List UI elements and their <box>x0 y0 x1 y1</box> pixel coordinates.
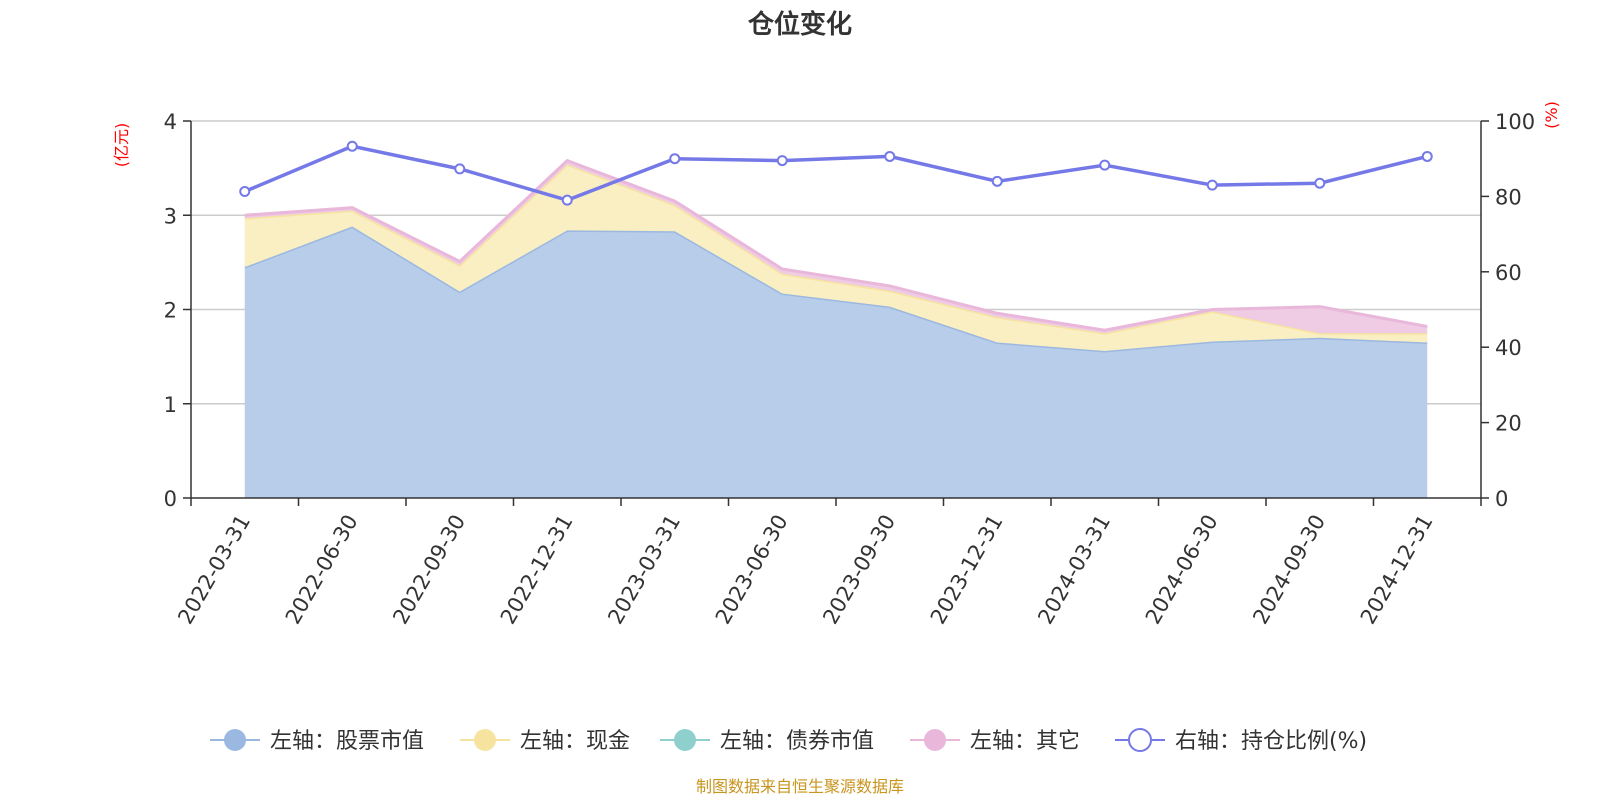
x-axis-tick-label: 2024-12-31 <box>1356 511 1438 629</box>
ratio-point[interactable] <box>239 185 251 197</box>
x-axis-tick-label: 2023-09-30 <box>818 511 900 629</box>
ratio-point[interactable] <box>1206 179 1218 191</box>
ratio-point[interactable] <box>454 163 466 175</box>
right-axis-tick-label: 0 <box>1495 487 1508 511</box>
right-axis-tick-label: 80 <box>1495 185 1522 209</box>
ratio-line <box>244 144 1428 203</box>
stacked-areas <box>244 158 1428 498</box>
ratio-point[interactable] <box>884 150 896 162</box>
area-左轴：其它 <box>244 160 1428 334</box>
ratio-point[interactable] <box>1314 177 1326 189</box>
legend[interactable]: 左轴：股票市值 左轴：现金 左轴：债券市值 左轴：其它 右轴：持仓比例(%) <box>210 728 1367 754</box>
legend-marker[interactable] <box>474 729 496 751</box>
legend-label[interactable]: 左轴：债券市值 <box>720 729 874 754</box>
ratio-point[interactable] <box>1421 150 1433 162</box>
x-axis-tick-label: 2023-06-30 <box>711 511 793 629</box>
ratio-point[interactable] <box>346 140 358 152</box>
legend-marker[interactable] <box>1128 728 1152 752</box>
x-axis-tick-label: 2024-06-30 <box>1141 511 1223 629</box>
left-axis-unit: (亿元) <box>112 123 131 168</box>
legend-label[interactable]: 左轴：其它 <box>970 729 1080 754</box>
legend-label[interactable]: 左轴：现金 <box>520 729 630 754</box>
right-axis-tick-label: 60 <box>1495 261 1522 285</box>
ratio-point[interactable] <box>561 194 573 206</box>
x-axis-tick-label: 2022-06-30 <box>281 511 363 629</box>
left-axis-tick-label: 0 <box>164 487 177 511</box>
area-左轴：股票市值 <box>244 226 1428 498</box>
right-axis-tick-label: 100 <box>1495 110 1535 134</box>
left-axis-tick-label: 3 <box>164 204 177 228</box>
ratio-point[interactable] <box>669 153 681 165</box>
left-axis-tick-label: 2 <box>164 299 177 323</box>
x-axis-tick-label: 2023-12-31 <box>926 511 1008 629</box>
right-axis-tick-label: 20 <box>1495 412 1522 436</box>
series-line-左轴：其它 <box>244 158 1428 332</box>
legend-marker[interactable] <box>224 729 246 751</box>
ratio-point[interactable] <box>1099 159 1111 171</box>
position-ratio-series <box>239 140 1433 206</box>
ratio-point[interactable] <box>776 155 788 167</box>
right-axis-unit: (%) <box>1542 101 1561 129</box>
series-line-左轴：现金 <box>244 162 1428 335</box>
x-axis-tick-label: 2022-03-31 <box>173 511 255 629</box>
x-axis-tick-label: 2022-09-30 <box>388 511 470 629</box>
x-axis-tick-label: 2022-12-31 <box>496 511 578 629</box>
x-axis-tick-label: 2024-03-31 <box>1033 511 1115 629</box>
legend-label[interactable]: 右轴：持仓比例(%) <box>1175 729 1367 754</box>
legend-label[interactable]: 左轴：股票市值 <box>270 729 424 754</box>
legend-marker[interactable] <box>924 729 946 751</box>
area-左轴：现金 <box>244 164 1428 351</box>
ratio-point[interactable] <box>991 175 1003 187</box>
chart-title: 仓位变化 <box>747 9 852 40</box>
left-axis-tick-label: 4 <box>164 110 177 134</box>
legend-marker[interactable] <box>674 729 696 751</box>
data-source-note: 制图数据来自恒生聚源数据库 <box>696 777 904 796</box>
x-axis-tick-label: 2024-09-30 <box>1248 511 1330 629</box>
right-axis-tick-label: 40 <box>1495 336 1522 360</box>
x-axis-tick-label: 2023-03-31 <box>603 511 685 629</box>
left-axis-tick-label: 1 <box>164 393 177 417</box>
